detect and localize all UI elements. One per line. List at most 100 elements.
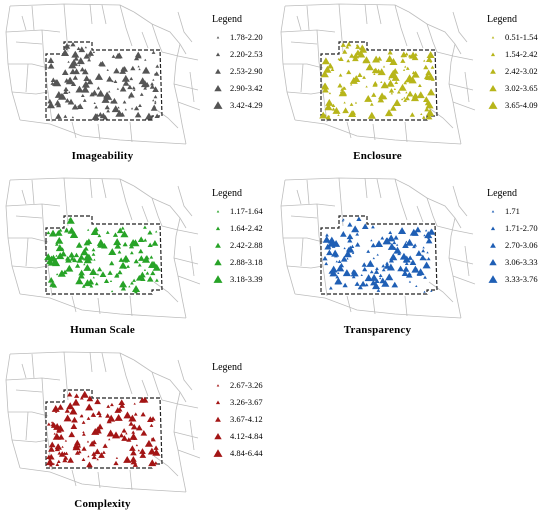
street [428,107,454,129]
sample-point-marker [66,402,75,410]
street [189,419,195,451]
sample-point-marker [382,94,388,100]
sample-point-marker [81,85,90,93]
sample-point-marker [63,89,69,94]
street [151,197,163,227]
sample-point-marker [122,100,127,104]
sample-point-marker [322,82,328,88]
triangle-icon [212,205,226,217]
sample-point-marker [91,454,97,460]
street [11,439,49,443]
sample-point-marker [415,250,423,256]
street [426,23,438,53]
sample-point-marker [130,281,134,285]
triangle-icon [212,222,226,234]
sample-point-marker [99,60,106,67]
sample-point-marker [375,68,382,74]
sample-point-marker [60,247,65,251]
street [177,449,201,459]
sample-point-marker [423,234,426,237]
sample-point-marker [328,92,332,95]
sample-point-marker [121,428,127,433]
sample-point-marker [146,275,154,282]
sample-point-marker [78,64,81,67]
sample-point-marker [426,108,435,116]
sample-point-marker [55,236,64,244]
sample-point-marker [133,290,138,294]
triangle-icon [487,65,501,77]
sample-point-marker [81,446,87,451]
sample-point-marker [389,104,397,111]
sample-point-marker [324,114,327,117]
sample-point-marker [322,235,331,243]
sample-point-marker [98,413,103,418]
sample-point-marker [422,261,431,269]
sample-point-marker [143,268,147,271]
sample-point-marker [106,429,115,437]
sample-point-marker [371,92,377,97]
street [300,237,304,267]
sample-point-marker [402,242,409,248]
street [19,467,187,493]
street [286,265,324,269]
sample-point-marker [382,237,391,245]
sample-point-marker [71,416,78,423]
sample-point-marker [127,84,133,90]
sample-point-marker [357,50,366,58]
triangle-icon [487,273,501,285]
legend-item: 2.42-2.88 [212,236,274,253]
sample-point-marker [376,288,381,292]
sample-point-marker [81,457,86,461]
street [448,257,474,265]
legend-title: Legend [212,362,242,373]
sample-point-marker [84,46,88,49]
sample-point-marker [113,460,119,466]
sample-point-marker [331,107,336,111]
sample-point-marker [373,73,376,76]
legend-label: 3.02-3.65 [505,82,538,93]
sample-point-marker [50,421,54,424]
triangle-icon [212,273,226,285]
street [283,237,324,243]
street [25,411,29,441]
sample-point-marker [71,116,75,119]
legend-label: 2.42-2.88 [230,239,263,250]
legend: Legend 0.51-1.54 1.54-2.42 2.42-3.02 3.02-3… [487,14,549,113]
sample-point-marker [346,233,354,240]
sample-point-marker [128,91,135,98]
sample-point-marker [131,285,141,293]
legend: Legend 1.71 1.71-2.70 2.70-3.06 3.06-3.33 3.… [487,188,549,287]
legend-item: 0.51-1.54 [487,28,549,45]
sample-point-marker [405,238,414,246]
legend-item: 1.17-1.64 [212,202,274,219]
sample-point-marker [352,75,361,82]
sample-point-marker [67,60,70,63]
sample-point-marker [338,73,343,77]
sample-point-marker [403,81,408,85]
street [408,11,462,55]
sample-point-marker [68,218,71,221]
sample-point-marker [49,281,57,287]
sample-point-marker [352,55,359,62]
legend-label: 4.84-6.44 [230,447,263,458]
sample-point-marker [154,278,159,282]
sample-point-marker [419,254,427,261]
sample-point-marker [45,458,55,466]
sample-point-marker [425,101,434,109]
legend-item: 3.33-3.76 [487,270,549,287]
sample-point-marker [374,240,384,248]
sample-point-marker [402,68,406,71]
legend-item: 2.20-2.53 [212,45,274,62]
sample-point-marker [54,90,63,98]
sample-point-marker [88,55,92,58]
street [436,51,474,61]
sample-point-marker [324,103,333,111]
sample-point-marker [134,111,142,118]
sample-point-marker [421,115,426,119]
sample-point-marker [73,252,80,258]
street [5,5,21,121]
legend-item: 2.42-3.02 [487,62,549,79]
legend-title: Legend [487,14,517,25]
street [173,43,187,145]
sample-point-marker [322,86,329,93]
